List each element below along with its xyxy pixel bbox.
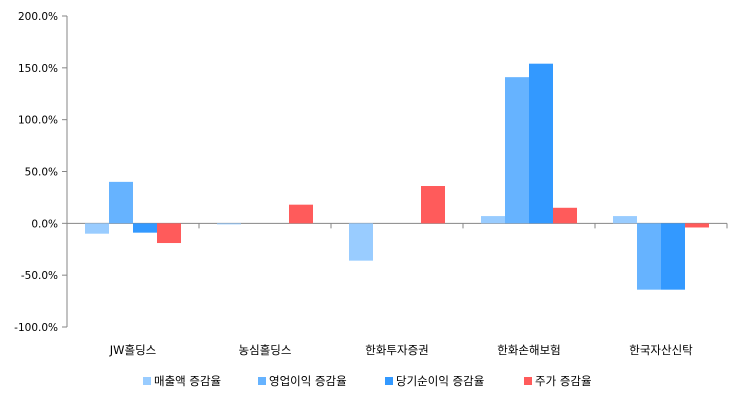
bar <box>133 223 157 233</box>
bar <box>217 223 241 225</box>
bar <box>157 223 181 244</box>
y-tick-label: 0.0% <box>31 218 58 230</box>
legend-swatch <box>385 377 393 385</box>
y-tick-label: 50.0% <box>25 167 58 179</box>
bar <box>637 223 661 290</box>
bar <box>349 223 373 261</box>
bar <box>661 223 685 290</box>
y-tick-label: 200.0% <box>18 11 58 23</box>
bar <box>613 216 637 224</box>
y-tick-label: 150.0% <box>18 63 58 75</box>
bar <box>289 204 313 224</box>
bar <box>505 77 529 224</box>
legend-label: 당기순이익 증감율 <box>396 374 484 388</box>
x-category-label: 한화투자증권 <box>365 343 428 357</box>
plot-area: 200.0% 150.0% 100.0% 50.0% 0.0% -50.0% -100.0%… <box>14 11 728 357</box>
bar <box>421 186 445 224</box>
x-category-label: 한화손해보험 <box>497 343 560 357</box>
bar <box>685 223 709 228</box>
legend-label: 영업이익 증감율 <box>269 374 347 388</box>
bar <box>85 223 109 234</box>
legend-swatch <box>143 377 151 385</box>
legend-swatch <box>524 377 532 385</box>
bar <box>481 216 505 224</box>
legend: 매출액 증감율 영업이익 증감율 당기순이익 증감율 주가 증감율 <box>143 374 592 388</box>
bar <box>109 181 133 224</box>
y-tick-label: -50.0% <box>21 270 58 282</box>
y-tick-label: -100.0% <box>14 322 58 334</box>
y-tick-label: 100.0% <box>18 115 58 127</box>
x-category-label: 농심홀딩스 <box>239 343 292 357</box>
legend-label: 주가 증감율 <box>535 374 592 388</box>
x-category-label: JW홀딩스 <box>109 343 157 357</box>
legend-label: 매출액 증감율 <box>154 374 221 388</box>
bar <box>529 63 553 224</box>
x-category-label: 한국자산신탁 <box>629 343 693 357</box>
bar <box>553 207 577 224</box>
legend-swatch <box>258 377 266 385</box>
